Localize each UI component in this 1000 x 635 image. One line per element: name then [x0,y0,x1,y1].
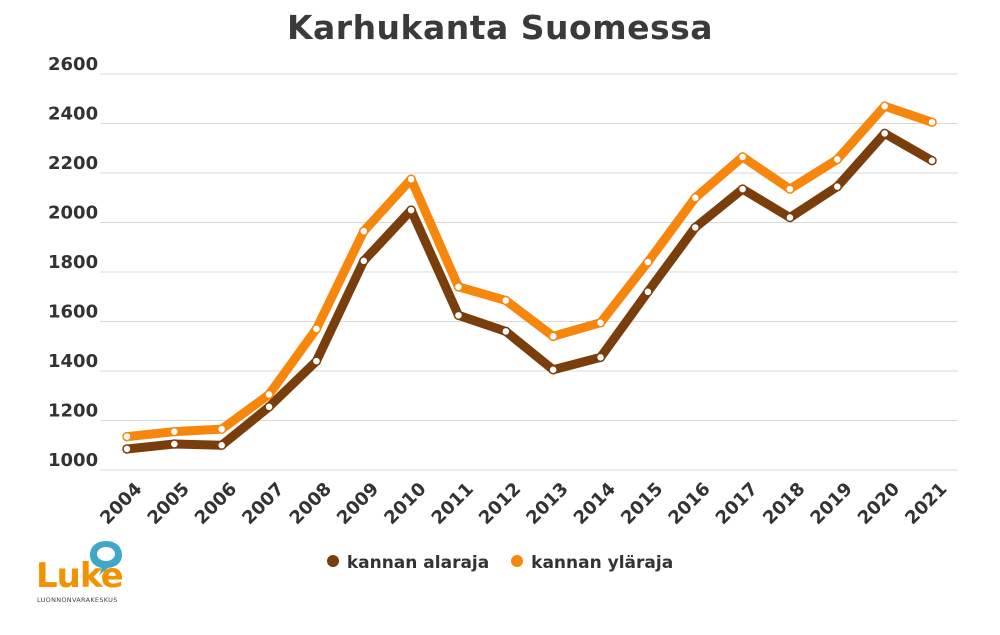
x-tick-label: 2020 [854,479,904,529]
series-line-upper [122,101,937,442]
x-tick-label: 2015 [617,479,667,529]
data-point [453,282,464,292]
data-point [122,431,132,442]
x-tick-label: 2014 [570,479,620,529]
legend-item-upper: kannan yläraja [511,553,673,573]
x-tick-label: 2013 [522,479,572,529]
data-point [548,365,558,375]
data-point [169,426,180,437]
x-tick-label: 2019 [806,479,856,529]
data-point [264,389,274,400]
data-point [595,352,606,363]
y-tick-label: 2400 [48,104,98,125]
data-point [548,331,558,342]
y-tick-label: 1000 [48,450,98,471]
luke-logo: Luke LUONNONVARAKESKUS [36,538,146,608]
series-line-lower [122,128,937,454]
y-tick-label: 2000 [48,203,98,224]
x-tick-label: 2011 [428,479,478,529]
data-point [406,205,416,215]
data-point [690,222,700,233]
data-point [737,152,748,162]
y-tick-label: 1600 [48,302,98,323]
data-point [643,287,653,297]
x-tick-label: 2005 [144,479,194,529]
data-point [122,444,132,454]
data-point [406,174,416,184]
y-tick-label: 1200 [48,401,98,422]
data-point [311,324,322,334]
legend-label-lower: kannan alaraja [346,553,490,573]
y-tick-label: 1800 [48,252,98,273]
x-tick-label: 2012 [475,479,525,529]
data-point [216,424,227,434]
data-point [927,117,937,128]
x-axis-ticks: 2004200520062007200820092010201120122013… [96,479,951,529]
x-tick-label: 2017 [712,479,762,529]
data-point [927,155,937,166]
data-point [832,181,843,192]
speech-bubble-icon [90,541,122,575]
y-axis-ticks: 1000 1200 1400 1600 1800 2000 2200 2400 2600 [48,54,98,471]
data-point [690,193,700,203]
data-point [264,402,274,412]
data-point [453,310,464,321]
y-tick-label: 2200 [48,153,98,174]
y-tick-label: 1400 [48,351,98,372]
x-tick-label: 2009 [333,479,383,529]
legend-marker-lower [326,555,339,567]
series-lines [122,101,937,454]
data-point [311,356,322,366]
data-point [737,184,748,194]
x-tick-label: 2010 [380,479,430,529]
data-point [595,317,606,328]
legend-label-upper: kannan yläraja [531,553,674,573]
data-point [643,257,653,267]
data-point [879,101,890,111]
legend: kannan alaraja kannan yläraja [0,553,1000,573]
x-tick-label: 2021 [901,479,951,529]
legend-marker-upper [511,555,524,567]
data-point [785,184,795,194]
logo-subtitle: LUONNONVARAKESKUS [37,596,118,604]
grid-lines [100,73,958,471]
x-tick-label: 2008 [286,479,336,529]
x-tick-label: 2016 [664,479,714,529]
data-point [501,326,511,337]
x-tick-label: 2018 [759,479,809,529]
data-point [169,439,180,449]
x-tick-label: 2004 [96,479,146,529]
data-point [879,128,890,139]
data-point [832,154,843,165]
data-point [359,226,369,236]
data-point [501,295,511,306]
data-point [359,256,369,266]
data-point [216,440,227,450]
x-tick-label: 2006 [191,479,241,529]
legend-item-lower: kannan alaraja [326,553,490,573]
x-tick-label: 2007 [238,479,288,529]
y-tick-label: 2600 [48,54,98,75]
logo-wordmark: Luke [36,556,124,596]
data-point [785,212,795,223]
chart-title: Karhukanta Suomessa [286,8,714,47]
